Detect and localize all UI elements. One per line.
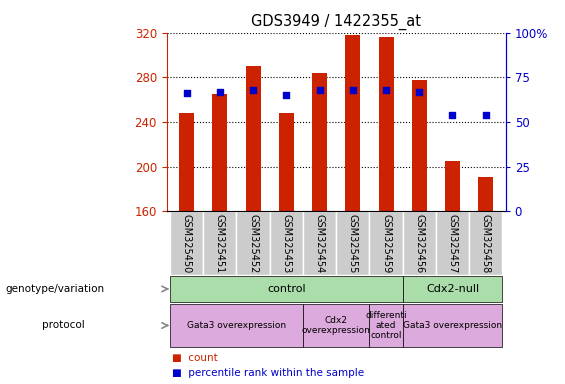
Bar xyxy=(179,113,194,211)
Text: GSM325451: GSM325451 xyxy=(215,214,225,274)
Text: GSM325457: GSM325457 xyxy=(447,214,458,274)
Bar xyxy=(303,304,370,347)
Text: protocol: protocol xyxy=(42,320,85,331)
Text: GSM325456: GSM325456 xyxy=(414,214,424,274)
Bar xyxy=(312,73,327,211)
Bar xyxy=(246,66,260,211)
Bar xyxy=(412,79,427,211)
Bar xyxy=(203,211,237,275)
Text: ■  count: ■ count xyxy=(172,353,218,363)
Text: control: control xyxy=(267,284,306,294)
Point xyxy=(315,87,324,93)
Bar xyxy=(270,211,303,275)
Bar xyxy=(170,276,403,302)
Text: Cdx2-null: Cdx2-null xyxy=(426,284,479,294)
Point xyxy=(348,87,357,93)
Bar xyxy=(212,94,227,211)
Bar xyxy=(279,113,294,211)
Bar xyxy=(478,177,493,211)
Bar xyxy=(345,35,360,211)
Text: GSM325453: GSM325453 xyxy=(281,214,292,274)
Text: GSM325455: GSM325455 xyxy=(348,214,358,274)
Text: GSM325452: GSM325452 xyxy=(248,214,258,274)
Bar xyxy=(336,211,370,275)
Bar xyxy=(303,211,336,275)
Text: ■  percentile rank within the sample: ■ percentile rank within the sample xyxy=(172,368,364,378)
Bar xyxy=(170,304,303,347)
Point xyxy=(381,87,390,93)
Point xyxy=(249,87,258,93)
Text: Cdx2
overexpression: Cdx2 overexpression xyxy=(302,316,371,335)
Text: differenti
ated
control: differenti ated control xyxy=(365,311,407,340)
Text: GSM325450: GSM325450 xyxy=(181,214,192,274)
Point xyxy=(282,92,291,98)
Bar xyxy=(170,211,203,275)
Bar xyxy=(436,211,469,275)
Point xyxy=(182,90,191,96)
Point xyxy=(415,88,424,94)
Point xyxy=(215,88,224,94)
Bar xyxy=(370,211,403,275)
Text: genotype/variation: genotype/variation xyxy=(6,284,105,294)
Text: GSM325459: GSM325459 xyxy=(381,214,391,274)
Point xyxy=(448,112,457,118)
Bar xyxy=(403,304,502,347)
Text: GSM325454: GSM325454 xyxy=(315,214,324,274)
Bar xyxy=(237,211,270,275)
Bar xyxy=(403,276,502,302)
Point xyxy=(481,112,490,118)
Text: Gata3 overexpression: Gata3 overexpression xyxy=(187,321,286,330)
Title: GDS3949 / 1422355_at: GDS3949 / 1422355_at xyxy=(251,14,421,30)
Bar xyxy=(469,211,502,275)
Text: GSM325458: GSM325458 xyxy=(481,214,491,274)
Text: Gata3 overexpression: Gata3 overexpression xyxy=(403,321,502,330)
Bar xyxy=(403,211,436,275)
Bar xyxy=(370,304,403,347)
Bar xyxy=(445,161,460,211)
Bar xyxy=(379,37,393,211)
